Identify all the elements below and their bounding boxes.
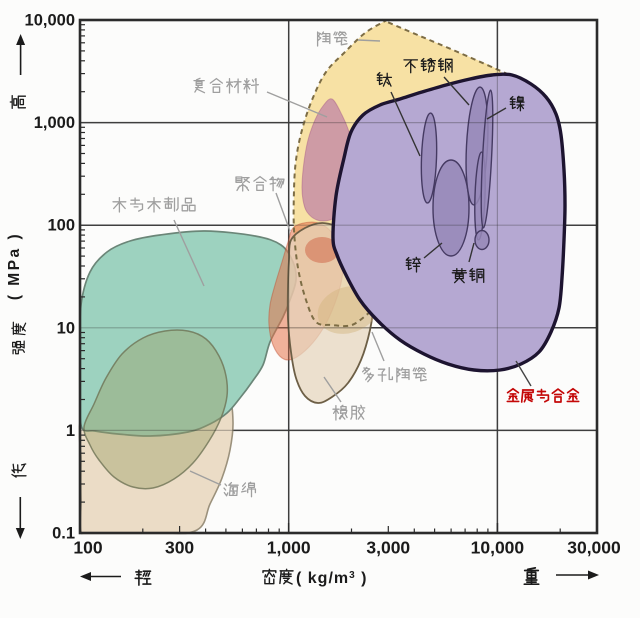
svg-text:1,000: 1,000 [267,538,311,558]
svg-text:1,000: 1,000 [34,114,75,132]
svg-text:0.1: 0.1 [52,525,75,543]
svg-text:10,000: 10,000 [25,12,75,30]
svg-text:100: 100 [73,538,102,558]
svg-text:( kg/m3 ): ( kg/m3 ) [296,570,367,587]
svg-text:( MPa ): ( MPa ) [6,232,23,300]
svg-text:10,000: 10,000 [471,538,525,558]
svg-text:1: 1 [66,422,75,440]
svg-text:30,000: 30,000 [567,538,621,558]
svg-text:300: 300 [165,538,194,558]
svg-text:100: 100 [47,217,75,235]
svg-text:3,000: 3,000 [366,538,410,558]
svg-text:10: 10 [57,319,75,337]
